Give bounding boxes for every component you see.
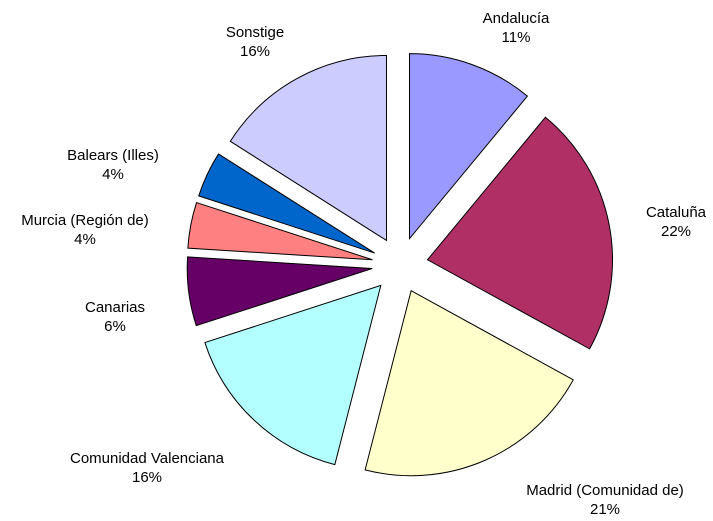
slice-label: Canarias — [85, 299, 145, 316]
pie-slice — [186, 256, 373, 327]
slice-value-label: 16% — [132, 469, 162, 486]
slice-label: Murcia (Región de) — [21, 212, 149, 229]
pie-slice — [364, 289, 574, 477]
slice-value-label: 4% — [102, 166, 124, 183]
slice-value-label: 22% — [661, 223, 691, 240]
slice-label: Cataluña — [646, 204, 707, 221]
slice-value-label: 4% — [74, 231, 96, 248]
slice-label: Andalucía — [483, 10, 550, 27]
pie-slice — [187, 201, 373, 261]
pie-slice — [408, 53, 529, 241]
pie-slice — [198, 153, 375, 254]
slice-value-label: 6% — [104, 318, 126, 335]
slice-label: Balears (Illes) — [67, 147, 159, 164]
pie-slice — [229, 54, 388, 242]
slice-value-label: 21% — [590, 501, 620, 518]
slice-label: Sonstige — [226, 24, 284, 41]
slice-label: Madrid (Comunidad de) — [526, 482, 684, 499]
slice-value-label: 16% — [240, 43, 270, 60]
pie-slice — [426, 116, 613, 350]
slice-label: Comunidad Valenciana — [70, 450, 225, 467]
pie-slice — [204, 284, 382, 466]
slice-value-label: 11% — [502, 29, 531, 46]
